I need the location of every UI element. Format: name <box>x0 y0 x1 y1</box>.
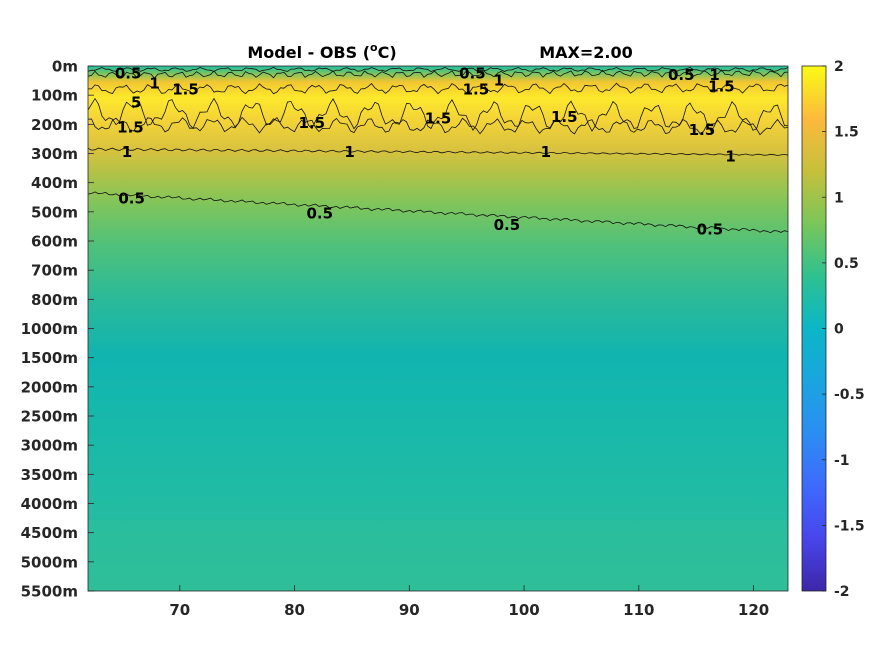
y-tick-label: 4500m <box>21 524 78 542</box>
contour-line <box>87 191 789 234</box>
y-tick-label: 1000m <box>21 320 78 338</box>
contour-label: 0.5 <box>115 64 142 82</box>
colorbar-tick-label: 1 <box>834 190 844 206</box>
contour-label: 1 <box>709 66 719 84</box>
y-tick-label: 200m <box>31 116 78 134</box>
chart-title: Model - OBS (oC) <box>247 41 396 62</box>
y-tick-label: 800m <box>31 291 78 309</box>
plot-field <box>88 66 788 591</box>
contour-labels: 0.51 1.550.5 11.50.5 11.51.5 1.5 1.5 1.51.51 1 1… <box>115 64 736 238</box>
contour-label: 1 <box>725 147 735 165</box>
y-tick-label: 3000m <box>21 437 78 455</box>
contour-label: 1.5 <box>689 121 716 139</box>
contour-label: 1.5 <box>551 108 578 126</box>
contour-label: 1 <box>149 75 159 93</box>
max-label: MAX=2.00 <box>539 43 633 62</box>
y-tick-label: 300m <box>31 145 78 163</box>
x-tick-label: 90 <box>399 601 420 619</box>
title-suffix: C) <box>378 43 397 62</box>
colorbar-tick-label: -2 <box>834 584 850 600</box>
contour-label: 1.5 <box>463 80 490 98</box>
contour-label: 0.5 <box>459 64 486 82</box>
contour-label: 1.5 <box>425 110 452 128</box>
colorbar-tick-label: 2 <box>834 59 844 75</box>
contour-label: 1.5 <box>708 77 735 95</box>
y-tick-label: 100m <box>31 87 78 105</box>
contour-label: 1 <box>494 72 504 90</box>
colorbar-tick-label: 0 <box>834 322 844 338</box>
x-tick-label: 120 <box>738 601 769 619</box>
y-tick-label: 600m <box>31 233 78 251</box>
y-tick-label: 700m <box>31 262 78 280</box>
y-tick-label: 500m <box>31 203 78 221</box>
contour-label: 0.5 <box>118 190 145 208</box>
contour-line <box>87 147 789 156</box>
y-tick-label: 2000m <box>21 378 78 396</box>
y-tick-label: 0m <box>52 58 78 76</box>
title-prefix: Model - OBS ( <box>247 43 370 62</box>
contour-label: 0.5 <box>307 204 334 222</box>
y-tick-label: 3500m <box>21 466 78 484</box>
y-tick-label: 400m <box>31 174 78 192</box>
contour-line <box>88 82 789 95</box>
contour-line <box>87 66 789 73</box>
contour-label: 1.5 <box>172 80 199 98</box>
y-tick-label: 5000m <box>21 553 78 571</box>
colorbar-tick-label: -0.5 <box>834 387 865 403</box>
contour-line <box>87 69 789 79</box>
y-tick-label: 1500m <box>21 349 78 367</box>
contour-line <box>87 116 789 136</box>
colorbar-tick-label: 1.5 <box>834 125 859 141</box>
title-superscript: o <box>370 41 378 54</box>
colorbar-tick-label: -1 <box>834 453 850 469</box>
x-tick-label: 110 <box>623 601 654 619</box>
x-tick-label: 70 <box>169 601 190 619</box>
contour-label: 5 <box>131 93 141 111</box>
contour-label: 0.5 <box>697 220 724 238</box>
contour-lines <box>87 66 789 234</box>
x-axis: 70 80 90 100 110 120 <box>169 585 769 619</box>
contour-line <box>87 97 789 133</box>
contour-label: 1.5 <box>117 118 144 136</box>
contour-label: 1 <box>344 143 354 161</box>
y-tick-label: 5500m <box>21 583 78 601</box>
colorbar-tick-label: -1.5 <box>834 518 865 534</box>
y-tick-label: 2500m <box>21 408 78 426</box>
x-tick-label: 80 <box>284 601 305 619</box>
contour-label: 1 <box>122 143 132 161</box>
colorbar-ticks: 2 1.5 1 0.5 0 -0.5 -1 -1.5 -2 <box>822 59 865 600</box>
contour-label: 1.5 <box>298 114 325 132</box>
contour-label: 0.5 <box>494 216 521 234</box>
y-tick-label: 4000m <box>21 495 78 513</box>
deep-warm-band <box>88 520 788 591</box>
y-axis: 0m 100m 200m 300m 400m 500m 600m 700m 800m 1000m 1… <box>21 58 94 601</box>
colorbar-tick-label: 0.5 <box>834 256 859 272</box>
x-tick-label: 100 <box>508 601 539 619</box>
contour-label: 1 <box>541 143 551 161</box>
contour-label: 0.5 <box>668 66 695 84</box>
